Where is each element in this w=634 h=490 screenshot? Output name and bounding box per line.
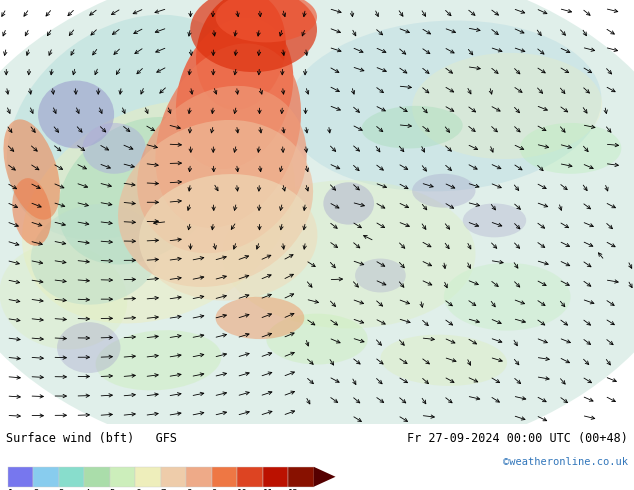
Ellipse shape	[118, 120, 313, 287]
Ellipse shape	[520, 123, 621, 174]
Text: Fr 27-09-2024 00:00 UTC (00+48): Fr 27-09-2024 00:00 UTC (00+48)	[407, 432, 628, 445]
Bar	[58, 467, 84, 487]
Bar	[84, 467, 110, 487]
Ellipse shape	[0, 0, 634, 466]
Bar	[161, 467, 186, 487]
Ellipse shape	[361, 106, 463, 148]
Ellipse shape	[176, 18, 294, 169]
Text: ©weatheronline.co.uk: ©weatheronline.co.uk	[503, 457, 628, 467]
Ellipse shape	[155, 44, 301, 228]
Ellipse shape	[323, 182, 374, 224]
Ellipse shape	[380, 335, 507, 386]
Ellipse shape	[196, 0, 286, 110]
Ellipse shape	[266, 314, 368, 365]
Bar	[262, 467, 288, 487]
Ellipse shape	[222, 180, 476, 328]
Ellipse shape	[96, 330, 221, 391]
Bar	[110, 467, 135, 487]
Bar	[135, 467, 161, 487]
Bar	[186, 467, 212, 487]
Ellipse shape	[57, 322, 120, 373]
Ellipse shape	[82, 123, 146, 174]
Ellipse shape	[190, 0, 317, 72]
Ellipse shape	[31, 204, 159, 305]
Polygon shape	[314, 467, 335, 487]
Ellipse shape	[3, 120, 60, 220]
Bar	[288, 467, 314, 487]
Ellipse shape	[12, 178, 51, 245]
Ellipse shape	[216, 0, 317, 43]
Ellipse shape	[216, 296, 304, 339]
Bar	[8, 467, 33, 487]
Ellipse shape	[0, 244, 127, 349]
Ellipse shape	[444, 263, 571, 331]
Ellipse shape	[286, 21, 602, 192]
Ellipse shape	[7, 15, 247, 240]
Bar	[33, 467, 58, 487]
Ellipse shape	[463, 203, 526, 237]
Ellipse shape	[139, 174, 318, 301]
Ellipse shape	[22, 100, 295, 323]
Text: Surface wind (bft)   GFS: Surface wind (bft) GFS	[6, 432, 178, 445]
Bar	[237, 467, 262, 487]
Ellipse shape	[412, 174, 476, 208]
Bar	[212, 467, 237, 487]
Ellipse shape	[137, 86, 307, 253]
Ellipse shape	[58, 117, 221, 265]
Ellipse shape	[355, 259, 406, 293]
Ellipse shape	[412, 53, 602, 159]
Ellipse shape	[38, 80, 114, 148]
